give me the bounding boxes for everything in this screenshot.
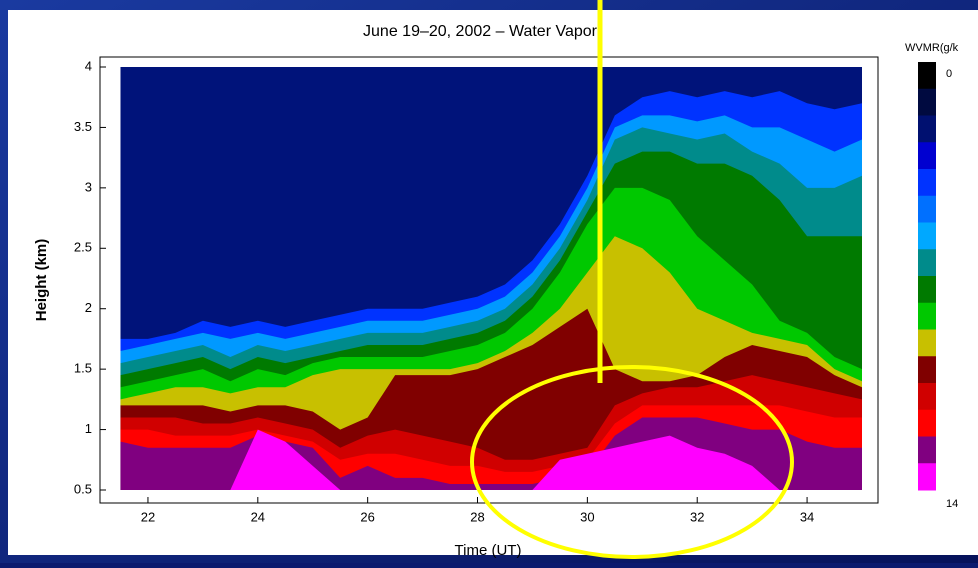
colorbar-cell — [918, 302, 936, 330]
x-tick-label: 24 — [251, 509, 265, 524]
y-tick-label: 3.5 — [74, 119, 92, 134]
colorbar-cell — [918, 463, 936, 491]
colorbar-label: WVMR(g/k — [905, 42, 959, 54]
colorbar-cell — [918, 383, 936, 411]
highlight-ellipse — [470, 365, 794, 559]
x-tick-label: 32 — [690, 509, 704, 524]
chart-title: June 19–20, 2002 – Water Vapor — [363, 23, 598, 40]
x-tick-label: 26 — [360, 509, 374, 524]
x-tick-label: 30 — [580, 509, 594, 524]
y-tick-label: 2 — [85, 300, 92, 315]
colorbar-cell — [918, 62, 936, 90]
colorbar-cell — [918, 169, 936, 197]
annotations — [470, 0, 794, 559]
colorbar-cell — [918, 88, 936, 116]
colorbar-cell — [918, 249, 936, 277]
colorbar-cell — [918, 276, 936, 304]
x-tick-label: 34 — [800, 509, 814, 524]
x-axis-label: Time (UT) — [455, 542, 522, 559]
colorbar-cell — [918, 195, 936, 223]
plot-area — [120, 67, 862, 491]
y-tick-label: 3 — [85, 179, 92, 194]
colorbar-cell — [918, 356, 936, 384]
colorbar-tick-label: 0 — [946, 68, 952, 80]
y-tick-label: 1.5 — [74, 361, 92, 376]
y-axis-label: Height (km) — [33, 239, 50, 322]
y-tick-label: 4 — [85, 58, 92, 73]
colorbar-cell — [918, 409, 936, 437]
x-tick-label: 28 — [470, 509, 484, 524]
y-tick-label: 1 — [85, 421, 92, 436]
colorbar-cell — [918, 436, 936, 464]
y-tick-label: 0.5 — [74, 481, 92, 496]
x-tick-label: 22 — [141, 509, 155, 524]
colorbar-cell — [918, 329, 936, 357]
colorbar-cell — [918, 142, 936, 170]
colorbar-tick-label: 14 — [946, 498, 958, 510]
y-tick-label: 2.5 — [74, 240, 92, 255]
colorbar-cell — [918, 115, 936, 143]
colorbar-cell — [918, 222, 936, 250]
contour-layer — [120, 429, 862, 490]
